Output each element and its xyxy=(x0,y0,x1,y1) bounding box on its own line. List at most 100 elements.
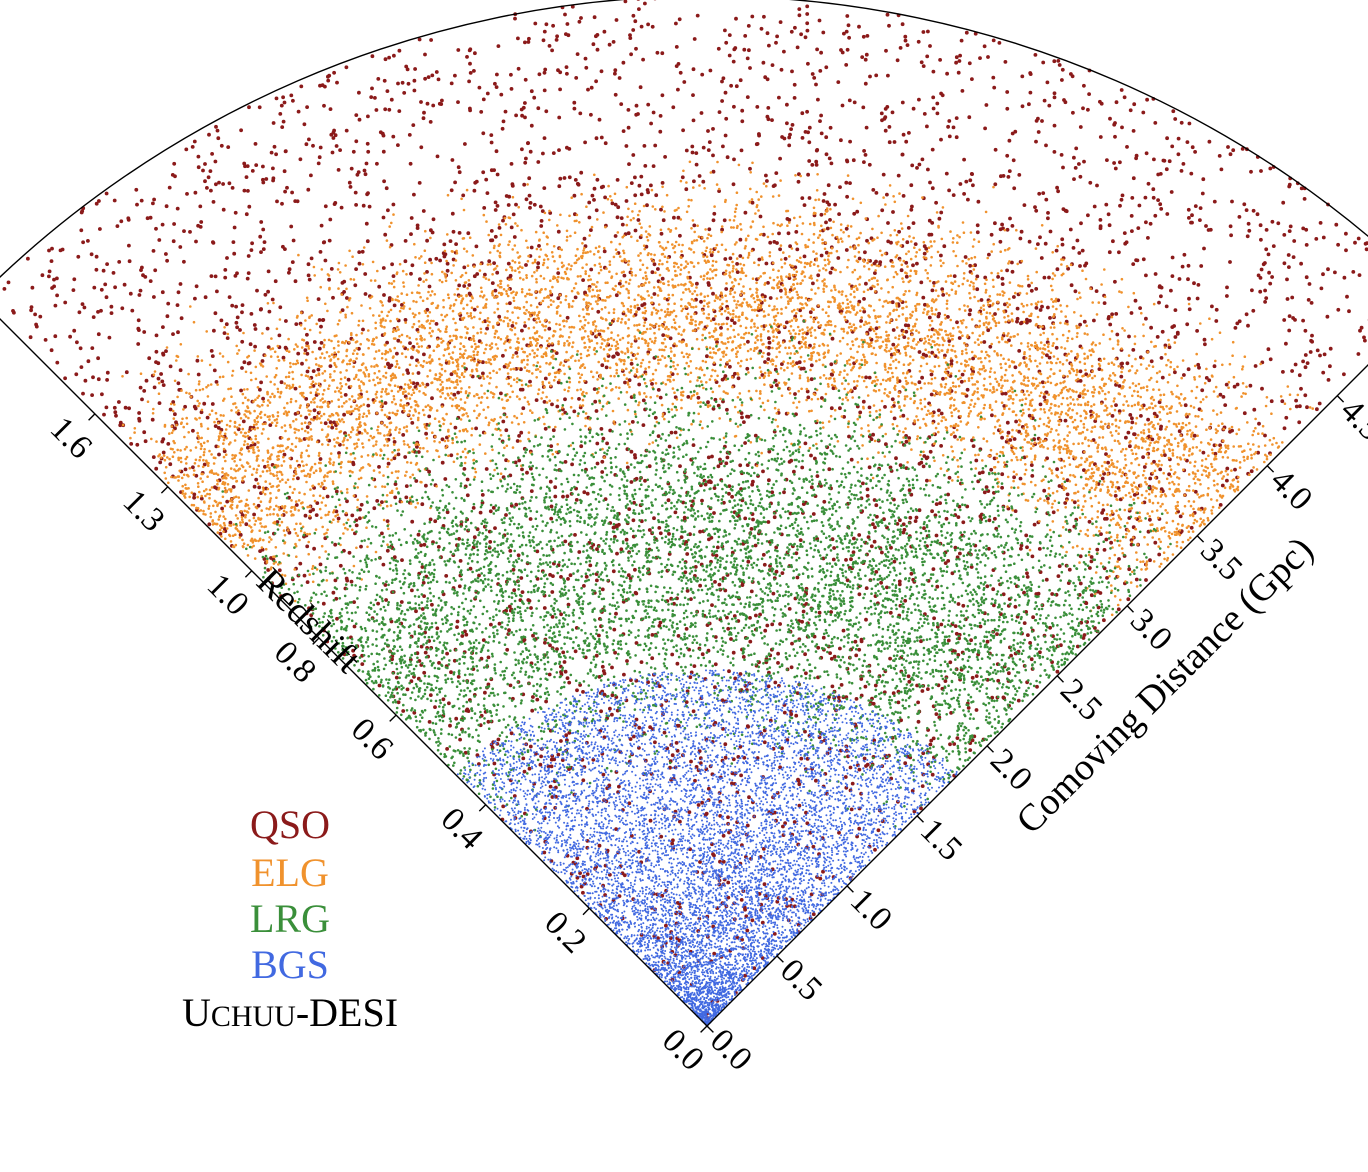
data-point xyxy=(535,247,539,251)
data-point xyxy=(352,564,356,568)
data-point xyxy=(993,516,997,521)
data-point xyxy=(1068,227,1073,232)
data-point xyxy=(404,484,409,488)
data-point xyxy=(551,574,555,578)
data-point xyxy=(1027,239,1032,244)
data-point xyxy=(537,316,540,320)
data-point xyxy=(79,365,84,369)
data-point xyxy=(1269,399,1274,404)
data-point xyxy=(428,517,433,522)
data-point xyxy=(626,108,631,112)
data-point xyxy=(468,108,472,113)
data-point xyxy=(721,833,726,838)
data-point xyxy=(785,320,789,325)
data-point xyxy=(765,623,770,628)
data-point xyxy=(874,326,879,331)
data-point xyxy=(581,690,585,694)
data-point xyxy=(1073,289,1078,294)
data-point xyxy=(173,412,177,417)
data-point xyxy=(926,687,930,691)
data-point xyxy=(966,706,971,710)
data-point xyxy=(619,102,624,106)
data-point xyxy=(1036,130,1041,134)
data-point xyxy=(1039,256,1044,260)
data-point xyxy=(327,238,332,243)
data-point xyxy=(830,684,835,689)
data-point xyxy=(1007,138,1012,143)
data-point xyxy=(749,589,754,594)
data-point xyxy=(353,283,358,288)
data-point xyxy=(1069,72,1073,76)
data-point xyxy=(320,501,324,504)
data-point xyxy=(55,360,60,365)
data-point xyxy=(553,485,558,490)
data-point xyxy=(939,137,943,142)
data-point xyxy=(880,208,885,213)
data-point xyxy=(789,458,794,463)
data-point xyxy=(511,311,514,314)
data-point xyxy=(646,680,650,685)
data-point xyxy=(794,332,797,336)
data-point xyxy=(50,286,54,290)
data-point xyxy=(1146,181,1151,186)
data-point xyxy=(246,271,251,275)
data-point xyxy=(875,409,878,413)
data-point xyxy=(552,379,556,382)
data-point xyxy=(1104,537,1109,542)
data-point xyxy=(757,257,762,262)
data-point xyxy=(1195,296,1200,301)
data-point xyxy=(971,444,976,448)
data-point xyxy=(956,325,960,329)
data-point xyxy=(726,626,731,631)
data-point xyxy=(732,321,737,325)
data-point xyxy=(711,317,716,322)
data-point xyxy=(311,350,314,354)
data-point xyxy=(387,310,391,314)
data-point xyxy=(91,315,96,319)
data-point xyxy=(1180,264,1185,269)
data-point xyxy=(497,314,502,319)
data-point xyxy=(819,212,824,217)
data-point xyxy=(1160,375,1165,380)
data-point xyxy=(556,752,561,757)
data-point xyxy=(727,669,731,674)
data-point xyxy=(647,464,652,469)
data-point xyxy=(909,571,914,576)
data-point xyxy=(1037,547,1042,551)
data-point xyxy=(318,457,323,461)
data-point xyxy=(1356,236,1361,241)
data-point xyxy=(945,292,948,295)
data-point xyxy=(1005,106,1010,111)
data-point xyxy=(955,320,959,325)
data-point xyxy=(531,336,535,339)
data-point xyxy=(749,348,753,351)
data-point xyxy=(862,297,866,301)
data-point xyxy=(720,99,724,103)
data-point xyxy=(631,153,636,157)
data-point xyxy=(624,199,629,203)
data-point xyxy=(209,349,214,353)
data-point xyxy=(1225,294,1229,298)
data-point xyxy=(982,304,985,307)
data-point xyxy=(822,499,827,504)
data-point xyxy=(1114,100,1119,105)
data-point xyxy=(363,172,368,177)
data-point xyxy=(53,303,58,308)
data-point xyxy=(1101,389,1104,393)
data-point xyxy=(566,577,570,581)
data-point xyxy=(692,179,696,184)
data-point xyxy=(1078,264,1082,268)
data-point xyxy=(770,622,775,627)
data-point xyxy=(396,295,400,298)
data-point xyxy=(636,112,640,116)
data-point xyxy=(1253,364,1258,368)
data-point xyxy=(1045,80,1050,85)
data-point xyxy=(808,310,813,315)
data-point xyxy=(206,175,211,180)
data-point xyxy=(535,280,538,284)
data-point xyxy=(803,441,808,446)
data-point xyxy=(99,308,103,313)
data-point xyxy=(557,115,562,120)
data-point xyxy=(377,465,381,469)
data-point xyxy=(771,232,774,236)
